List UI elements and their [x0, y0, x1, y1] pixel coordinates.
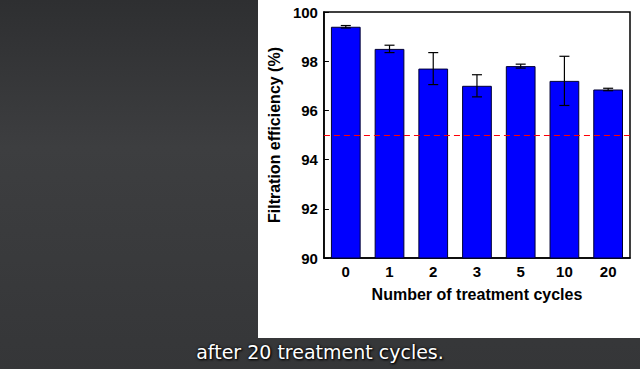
svg-text:100: 100 — [293, 4, 318, 21]
svg-text:5: 5 — [517, 263, 525, 280]
svg-text:94: 94 — [301, 151, 318, 168]
svg-text:96: 96 — [301, 102, 318, 119]
svg-text:90: 90 — [301, 250, 318, 267]
svg-text:3: 3 — [473, 263, 481, 280]
svg-text:0: 0 — [342, 263, 350, 280]
svg-text:98: 98 — [301, 53, 318, 70]
svg-text:2: 2 — [429, 263, 437, 280]
svg-text:20: 20 — [600, 263, 617, 280]
svg-text:1: 1 — [385, 263, 393, 280]
svg-text:Filtration efficiency (%): Filtration efficiency (%) — [266, 47, 283, 223]
html-text:after 20 treatment cycles.: after 20 treatment cycles. — [196, 341, 444, 363]
svg-text:10: 10 — [556, 263, 573, 280]
svg-text:92: 92 — [301, 200, 318, 217]
svg-text:Number of treatment cycles: Number of treatment cycles — [372, 286, 583, 303]
